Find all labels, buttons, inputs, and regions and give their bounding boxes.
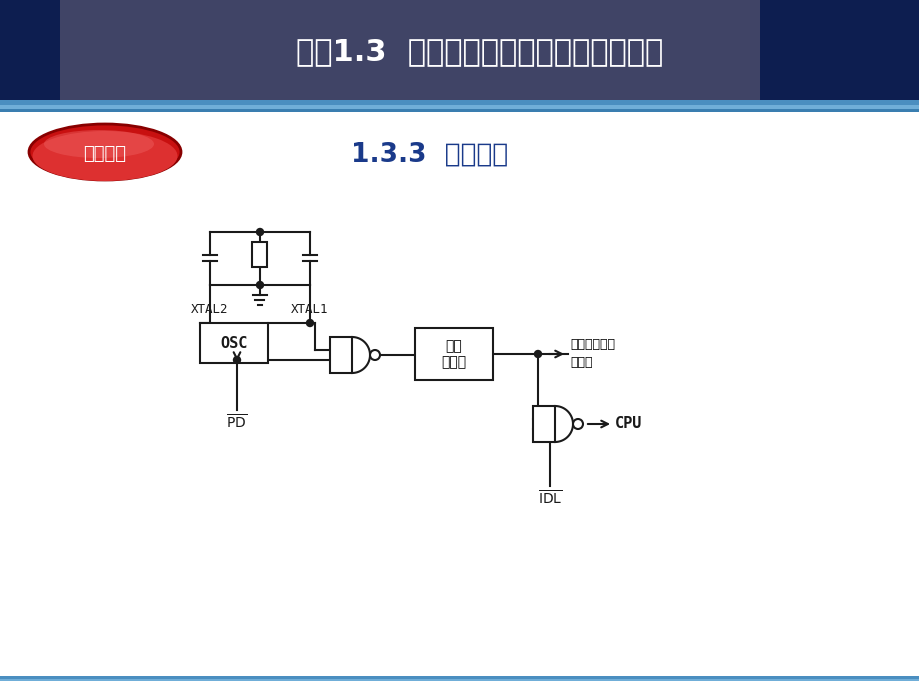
Circle shape [369, 350, 380, 360]
Circle shape [256, 228, 263, 235]
Bar [252, 242, 267, 267]
Bar [759, 0, 919, 100]
Bar [532, 406, 554, 442]
Bar [414, 328, 493, 380]
Bar [60, 0, 759, 100]
Text: $\overline{\rm PD}$: $\overline{\rm PD}$ [226, 413, 247, 431]
Bar [60, 0, 759, 100]
Text: 发生器: 发生器 [441, 355, 466, 369]
Text: CPU: CPU [614, 417, 641, 431]
Bar [0, 100, 919, 105]
Bar [0, 679, 919, 681]
Circle shape [306, 319, 313, 326]
Text: $\overline{\rm IDL}$: $\overline{\rm IDL}$ [538, 489, 562, 507]
Bar [330, 337, 352, 373]
Ellipse shape [32, 131, 177, 181]
Text: 中断、串行口: 中断、串行口 [570, 339, 614, 351]
Text: OSC: OSC [220, 335, 247, 351]
Ellipse shape [44, 130, 153, 158]
Text: XTAL1: XTAL1 [291, 303, 328, 316]
Circle shape [256, 282, 263, 288]
Bar [0, 676, 919, 679]
Bar [0, 105, 919, 109]
Text: 1.3.3  省电方式: 1.3.3 省电方式 [351, 142, 508, 168]
Bar [199, 323, 267, 363]
Circle shape [534, 351, 541, 357]
Ellipse shape [29, 124, 181, 180]
Bar [0, 109, 919, 112]
Text: XTAL2: XTAL2 [191, 303, 229, 316]
Bar [0, 112, 919, 690]
Bar [0, 0, 919, 100]
Text: 知识能力: 知识能力 [84, 145, 127, 163]
Text: 任务1.3  单片机最小应用系统设计与制作: 任务1.3 单片机最小应用系统设计与制作 [296, 37, 663, 66]
Text: 定时器: 定时器 [570, 357, 592, 370]
Circle shape [573, 419, 583, 429]
Circle shape [233, 357, 240, 364]
Text: 时钟: 时钟 [445, 339, 462, 353]
